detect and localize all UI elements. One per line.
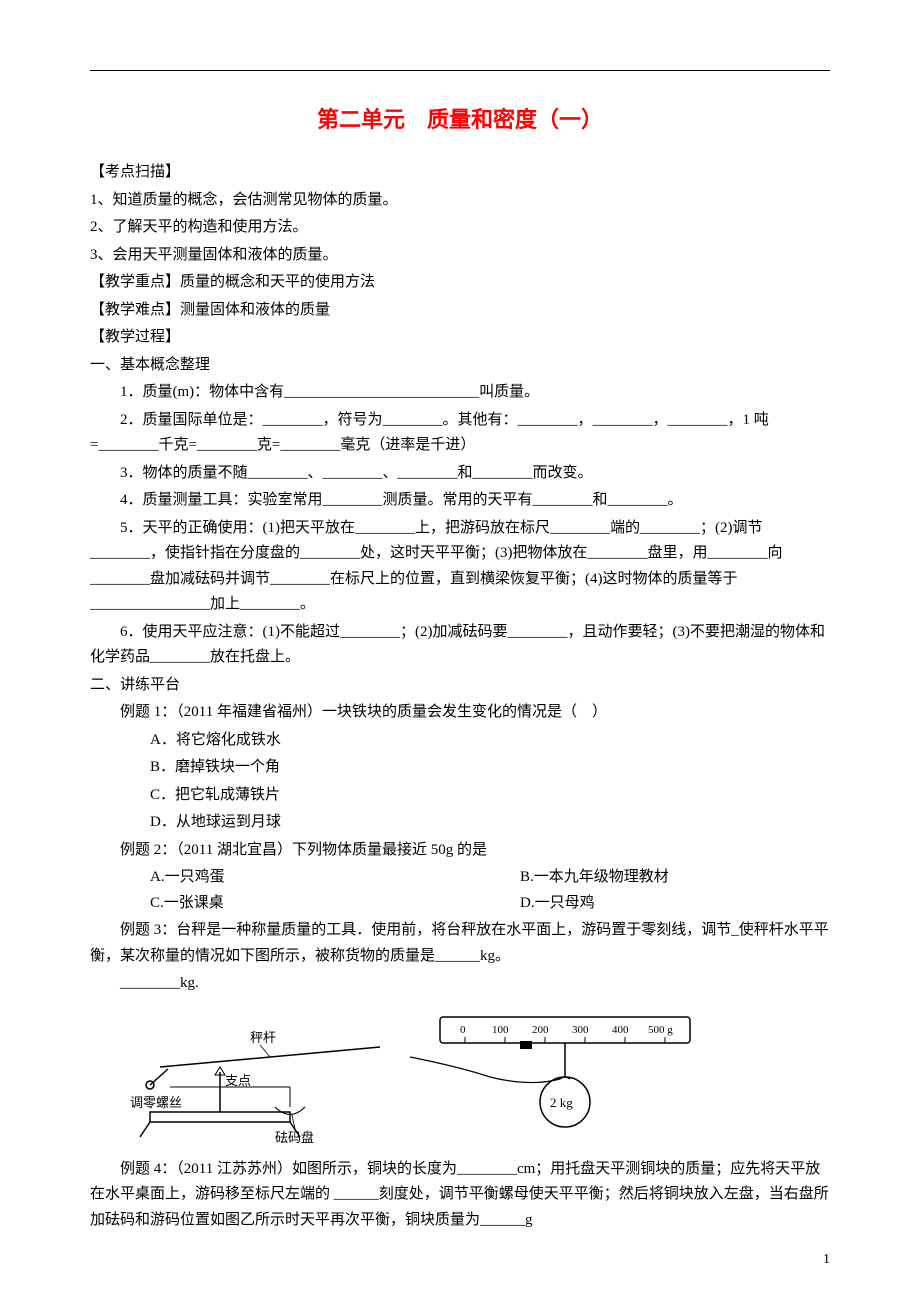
section-er: 二、讲练平台 [90, 673, 830, 699]
label-fama: 砝码盘 [275, 1130, 314, 1145]
guocheng: 【教学过程】 [90, 325, 830, 351]
concept-3: 3．物体的质量不随________、________、________和____… [90, 461, 830, 487]
scale-right-diagram: 0 100 200 300 400 500 g 2 kg [390, 1007, 710, 1147]
tick-100: 100 [492, 1024, 509, 1036]
page-top-rule [90, 70, 830, 71]
document-title: 第二单元 质量和密度（一） [90, 101, 830, 138]
concept-1: 1．质量(m)：物体中含有__________________________叫… [90, 380, 830, 406]
section-yi: 一、基本概念整理 [90, 353, 830, 379]
ex1-choice-b: B．磨掉铁块一个角 [90, 755, 830, 781]
kaodian-3: 3、会用天平测量固体和液体的质量。 [90, 243, 830, 269]
ex1-choice-a: A．将它熔化成铁水 [90, 728, 830, 754]
concept-6: 6．使用天平应注意：(1)不能超过________；(2)加减砝码要______… [90, 620, 830, 671]
nandian: 【教学难点】测量固体和液体的质量 [90, 298, 830, 324]
label-tiaoling: 调零螺丝 [130, 1095, 182, 1110]
label-ganggan: 秤杆 [250, 1030, 276, 1045]
concept-5: 5．天平的正确使用：(1)把天平放在________上，把游码放在标尺_____… [90, 516, 830, 618]
ex2-choice-d: D.一只母鸡 [460, 891, 830, 917]
concept-2: 2．质量国际单位是：________，符号为________。其他有：_____… [90, 408, 830, 459]
ex1-stem: 例题 1：（2011 年福建省福州）一块铁块的质量会发生变化的情况是（ ） [90, 700, 830, 726]
kaodian-head: 【考点扫描】 [90, 160, 830, 186]
tick-200: 200 [532, 1024, 549, 1036]
tick-300: 300 [572, 1024, 589, 1036]
scale-left-diagram: 秤杆 支点 调零螺丝 砝码盘 [130, 1007, 390, 1147]
ex2-choice-b: B.一本九年级物理教材 [460, 865, 830, 891]
ex3-kg-label: ________kg. [90, 971, 830, 997]
ex2-choice-a: A.一只鸡蛋 [90, 865, 460, 891]
page-number: 1 [823, 1248, 830, 1272]
weight-label: 2 kg [550, 1095, 573, 1110]
ex2-choice-c: C.一张课桌 [90, 891, 460, 917]
ex2-stem: 例题 2：（2011 湖北宜昌）下列物体质量最接近 50g 的是 [90, 838, 830, 864]
kaodian-1: 1、知道质量的概念，会估测常见物体的质量。 [90, 188, 830, 214]
tick-500: 500 g [648, 1024, 673, 1036]
ex3-stem: 例题 3：台秤是一种称量质量的工具．使用前，将台秤放在水平面上，游码置于零刻线，… [90, 918, 830, 969]
ex1-choice-d: D．从地球运到月球 [90, 810, 830, 836]
tick-400: 400 [612, 1024, 629, 1036]
ex4-stem: 例题 4：（2011 江苏苏州）如图所示，铜块的长度为________cm；用托… [90, 1157, 830, 1234]
ex1-choice-c: C．把它轧成薄铁片 [90, 783, 830, 809]
ex3-figure: 秤杆 支点 调零螺丝 砝码盘 [130, 1007, 830, 1147]
label-zhidian: 支点 [225, 1073, 251, 1088]
concept-4: 4．质量测量工具：实验室常用________测质量。常用的天平有________… [90, 488, 830, 514]
tick-0: 0 [460, 1024, 466, 1036]
kaodian-2: 2、了解天平的构造和使用方法。 [90, 215, 830, 241]
zhongdian: 【教学重点】质量的概念和天平的使用方法 [90, 270, 830, 296]
